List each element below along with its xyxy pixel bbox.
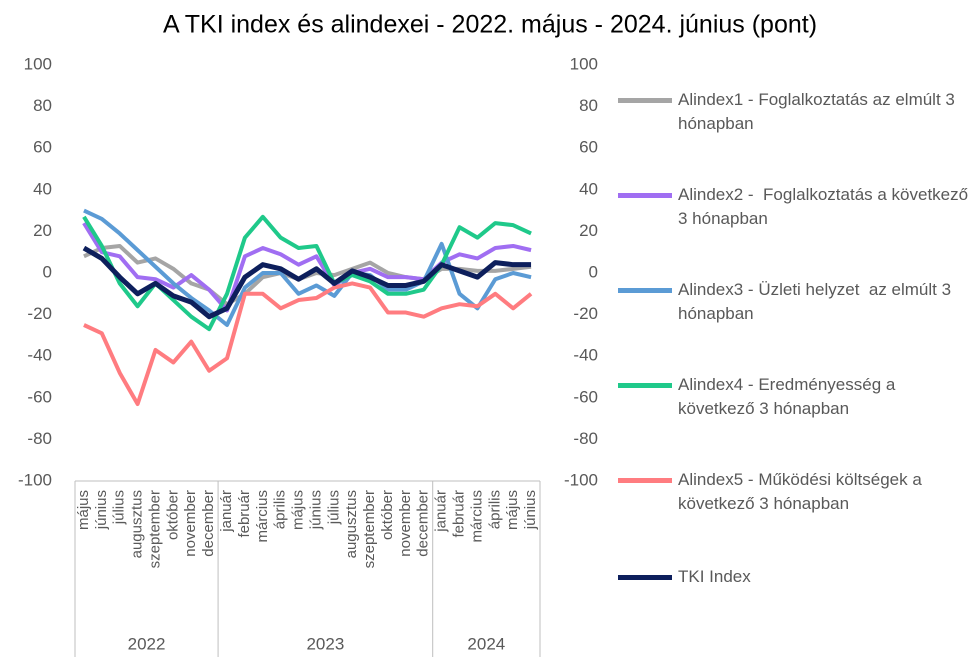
x-tick-label: június — [307, 490, 324, 530]
x-tick-label: október — [379, 490, 396, 540]
x-tick-label: december — [415, 490, 432, 557]
legend-swatch — [618, 478, 672, 483]
legend-entry: Alindex1 - Foglalkoztatás az elmúlt 3 hó… — [618, 88, 974, 136]
legend-swatch — [618, 98, 672, 103]
x-tick-label: december — [200, 490, 217, 557]
legend-entry: Alindex5 - Működési költségek a következ… — [618, 468, 974, 516]
y-tick-label: 0 — [43, 262, 52, 281]
legend-swatch — [618, 575, 672, 580]
x-tick-label: január — [433, 490, 450, 533]
chart-title: A TKI index és alindexei - 2022. május -… — [163, 11, 817, 39]
y2-tick-label: -80 — [573, 429, 598, 448]
x-tick-label: március — [468, 490, 485, 543]
y2-tick-label: -40 — [573, 346, 598, 365]
x-tick-label: június — [522, 490, 539, 530]
x-tick-label: szeptember — [146, 490, 163, 568]
x-tick-label: július — [325, 490, 342, 525]
series-line — [83, 208, 532, 327]
legend-entry: TKI Index — [618, 565, 974, 589]
series-line — [82, 245, 532, 320]
x-tick-label: február — [236, 490, 253, 538]
y2-tick-label: 0 — [589, 262, 598, 281]
x-tick-label: augusztus — [129, 490, 146, 558]
x-tick-label: április — [272, 490, 289, 529]
x-group-label: 2024 — [467, 634, 505, 653]
y2-tick-label: -20 — [573, 304, 598, 323]
legend-entry: Alindex2 - Foglalkoztatás a következő 3 … — [618, 183, 974, 231]
legend-swatch — [618, 288, 672, 293]
x-tick-label: november — [182, 490, 199, 557]
y2-tick-label: 40 — [579, 179, 598, 198]
y2-tick-label: -60 — [573, 387, 598, 406]
y-tick-label: 80 — [33, 96, 52, 115]
x-tick-label: május — [290, 490, 307, 530]
x-tick-label: február — [450, 490, 467, 538]
y-tick-label: -60 — [27, 387, 52, 406]
legend-label: Alindex1 - Foglalkoztatás az elmúlt 3 hó… — [678, 90, 960, 133]
y2-tick-label: 100 — [570, 54, 598, 73]
legend-swatch — [618, 193, 672, 198]
legend-swatch — [618, 383, 672, 388]
x-tick-label: május — [504, 490, 521, 530]
x-tick-label: október — [164, 490, 181, 540]
x-tick-label: június — [93, 490, 110, 530]
x-tick-label: május — [75, 490, 92, 530]
y2-tick-label: 20 — [579, 221, 598, 240]
y2-tick-label: 80 — [579, 96, 598, 115]
legend-entry: Alindex4 - Eredményesség a következő 3 h… — [618, 373, 974, 421]
series-line — [83, 281, 533, 407]
legend-label: Alindex4 - Eredményesség a következő 3 h… — [678, 375, 901, 418]
x-tick-label: november — [397, 490, 414, 557]
legend-label: TKI Index — [678, 567, 751, 586]
x-group-label: 2022 — [128, 634, 166, 653]
y-tick-label: -40 — [27, 346, 52, 365]
legend-label: Alindex2 - Foglalkoztatás a következő 3 … — [678, 185, 973, 228]
y-tick-label: -20 — [27, 304, 52, 323]
x-group-label: 2023 — [306, 634, 344, 653]
series-line — [82, 222, 532, 313]
y2-tick-label: 60 — [579, 138, 598, 157]
y-tick-label: -80 — [27, 429, 52, 448]
y-tick-label: -100 — [18, 470, 52, 489]
y-tick-label: 40 — [33, 179, 52, 198]
x-tick-label: július — [111, 490, 128, 525]
y-tick-label: 100 — [24, 54, 52, 73]
legend-label: Alindex3 - Üzleti helyzet az elmúlt 3 hó… — [678, 280, 956, 323]
x-tick-label: március — [254, 490, 271, 543]
legend-entry: Alindex3 - Üzleti helyzet az elmúlt 3 hó… — [618, 278, 974, 326]
y-tick-label: 20 — [33, 221, 52, 240]
y-tick-label: 60 — [33, 138, 52, 157]
x-tick-label: április — [486, 490, 503, 529]
x-tick-label: szeptember — [361, 490, 378, 568]
x-tick-label: január — [218, 490, 235, 533]
x-tick-label: augusztus — [343, 490, 360, 558]
y2-tick-label: -100 — [564, 470, 598, 489]
legend-label: Alindex5 - Működési költségek a következ… — [678, 470, 927, 513]
